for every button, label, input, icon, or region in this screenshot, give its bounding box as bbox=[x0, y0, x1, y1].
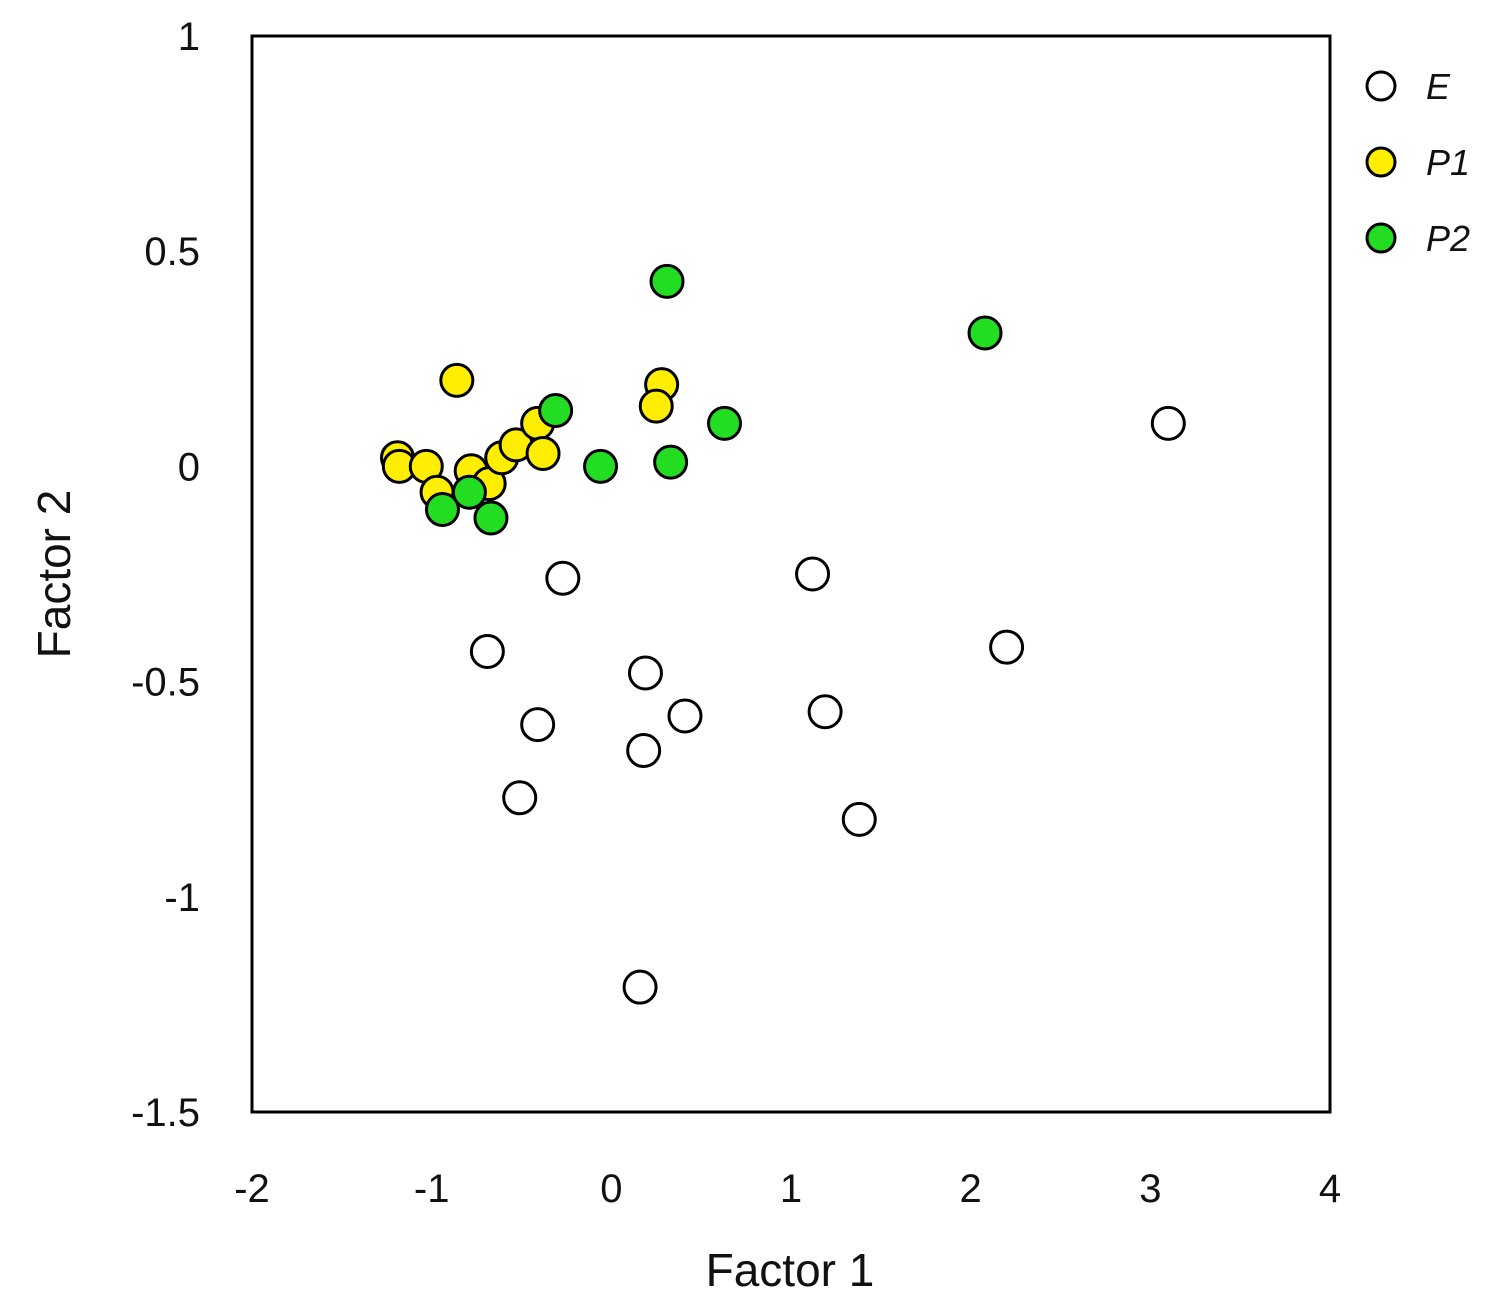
series-e bbox=[469, 405, 1186, 1005]
series-p2 bbox=[424, 263, 1003, 536]
data-point-p1 bbox=[439, 362, 475, 398]
data-point-p2 bbox=[653, 444, 689, 480]
y-axis-title: Factor 2 bbox=[28, 490, 80, 659]
data-point-e bbox=[622, 969, 658, 1005]
data-point-p2 bbox=[649, 263, 685, 299]
y-tick-label: -1.5 bbox=[131, 1091, 200, 1135]
data-points bbox=[380, 263, 1186, 1005]
legend-marker-p2 bbox=[1365, 222, 1397, 254]
legend-label-p1: P1 bbox=[1426, 142, 1470, 183]
x-tick-label: 2 bbox=[960, 1167, 982, 1211]
data-point-e bbox=[841, 801, 877, 837]
data-point-e bbox=[627, 655, 663, 691]
series-p1 bbox=[380, 362, 680, 510]
x-axis-title: Factor 1 bbox=[706, 1244, 875, 1296]
data-point-e bbox=[626, 732, 662, 768]
data-point-e bbox=[545, 560, 581, 596]
y-tick-label: -0.5 bbox=[131, 661, 200, 705]
data-point-p2 bbox=[538, 392, 574, 428]
legend: E P1 P2 bbox=[1365, 66, 1470, 259]
y-tick-label: 0.5 bbox=[144, 230, 200, 274]
data-point-p1 bbox=[638, 388, 674, 424]
x-tick-label: 1 bbox=[780, 1167, 802, 1211]
data-point-p2 bbox=[583, 448, 619, 484]
y-axis-ticks: 1 0.5 0 -0.5 -1 -1.5 bbox=[131, 15, 200, 1135]
x-tick-label: -1 bbox=[414, 1167, 450, 1211]
data-point-e bbox=[469, 633, 505, 669]
legend-label-p2: P2 bbox=[1426, 218, 1470, 259]
y-tick-label: 0 bbox=[178, 445, 200, 489]
x-tick-label: 0 bbox=[600, 1167, 622, 1211]
data-point-p2 bbox=[967, 315, 1003, 351]
data-point-p1 bbox=[525, 435, 561, 471]
legend-label-e: E bbox=[1426, 66, 1451, 107]
x-tick-label: -2 bbox=[234, 1167, 270, 1211]
data-point-e bbox=[667, 698, 703, 734]
data-point-e bbox=[502, 780, 538, 816]
data-point-p2 bbox=[424, 491, 460, 527]
data-point-p2 bbox=[707, 405, 743, 441]
legend-marker-e bbox=[1365, 70, 1397, 102]
x-axis-ticks: -2 -1 0 1 2 3 4 bbox=[234, 1167, 1341, 1211]
plot-frame bbox=[250, 34, 1332, 1114]
data-point-e bbox=[807, 694, 843, 730]
data-point-e bbox=[989, 629, 1025, 665]
data-point-e bbox=[520, 707, 556, 743]
data-point-p2 bbox=[473, 500, 509, 536]
data-point-p2 bbox=[451, 474, 487, 510]
x-tick-label: 3 bbox=[1139, 1167, 1161, 1211]
y-tick-label: 1 bbox=[178, 15, 200, 59]
data-point-e bbox=[1150, 405, 1186, 441]
y-tick-label: -1 bbox=[164, 876, 200, 920]
x-tick-label: 4 bbox=[1319, 1167, 1341, 1211]
data-point-e bbox=[795, 556, 831, 592]
legend-marker-p1 bbox=[1365, 146, 1397, 178]
